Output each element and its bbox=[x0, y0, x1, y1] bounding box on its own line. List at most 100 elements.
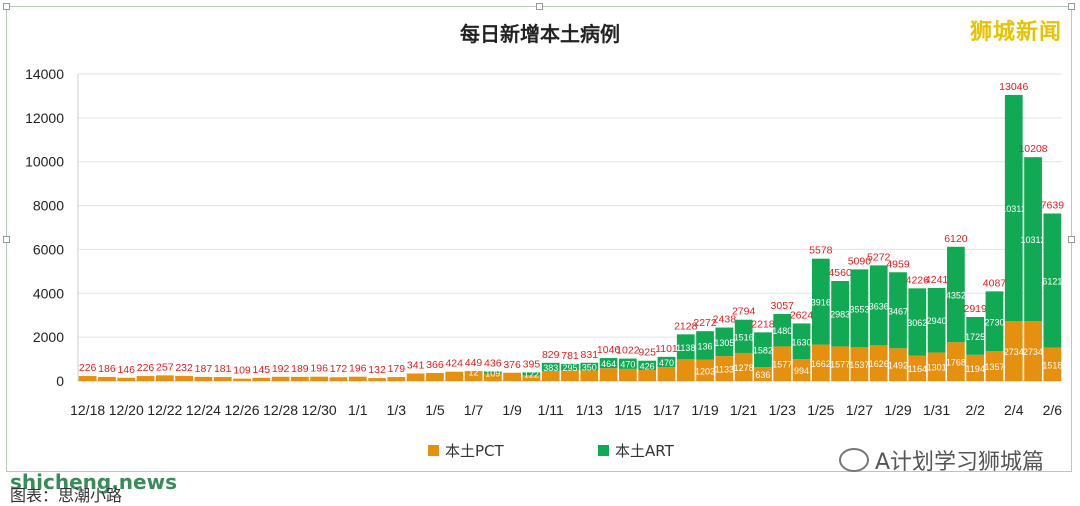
bar-pct bbox=[368, 378, 386, 381]
bar-pct bbox=[137, 376, 155, 381]
bar-pct bbox=[426, 373, 444, 381]
total-label: 376 bbox=[503, 359, 521, 371]
art-segment-label: 2983 bbox=[830, 310, 850, 320]
bar-pct bbox=[175, 376, 193, 381]
total-label: 189 bbox=[291, 363, 309, 375]
bar-pct bbox=[310, 377, 328, 381]
total-label: 146 bbox=[117, 364, 135, 376]
art-segment-label: 10312 bbox=[1001, 204, 1026, 214]
bar-pct bbox=[156, 375, 174, 381]
total-label: 6120 bbox=[944, 233, 968, 245]
bar-pct bbox=[272, 377, 290, 381]
total-label: 925 bbox=[638, 347, 656, 359]
art-segment-label: 1725 bbox=[965, 332, 985, 342]
x-tick-label: 1/17 bbox=[653, 402, 680, 418]
total-label: 257 bbox=[156, 361, 174, 373]
total-label: 4241 bbox=[925, 274, 949, 286]
total-label: 4560 bbox=[828, 267, 852, 279]
x-tick-label: 1/25 bbox=[807, 402, 834, 418]
x-tick-label: 1/5 bbox=[425, 402, 445, 418]
total-label: 2624 bbox=[790, 309, 814, 321]
pct-segment-label: 1278 bbox=[734, 363, 754, 373]
bar-pct bbox=[79, 376, 97, 381]
legend-label-pct: 本土PCT bbox=[445, 440, 504, 461]
art-segment-label: 4352 bbox=[946, 291, 966, 301]
total-label: 829 bbox=[542, 349, 560, 361]
total-label: 196 bbox=[349, 363, 367, 375]
legend-swatch-art bbox=[598, 445, 609, 456]
pct-segment-label: 2734 bbox=[1004, 347, 1024, 357]
x-tick-label: 12/30 bbox=[302, 402, 337, 418]
art-segment-label: 1582 bbox=[753, 346, 773, 356]
total-label: 13046 bbox=[999, 81, 1028, 93]
total-label: 10208 bbox=[1018, 143, 1047, 155]
x-tick-label: 1/11 bbox=[538, 402, 564, 418]
bar-pct bbox=[445, 372, 463, 381]
pct-segment-label: 636 bbox=[755, 370, 770, 380]
art-segment-label: 426 bbox=[640, 361, 655, 371]
x-tick-label: 1/13 bbox=[576, 402, 603, 418]
bar-pct bbox=[252, 378, 270, 381]
total-label: 436 bbox=[484, 357, 502, 369]
art-segment-label: 1480 bbox=[772, 326, 792, 336]
total-label: 226 bbox=[79, 362, 97, 374]
y-tick-label: 2000 bbox=[33, 329, 64, 345]
total-label: 1022 bbox=[616, 345, 640, 357]
bar-pct bbox=[98, 377, 116, 381]
legend-label-art: 本土ART bbox=[615, 440, 674, 461]
total-label: 5578 bbox=[809, 245, 833, 257]
pct-segment-label: 994 bbox=[794, 366, 809, 376]
x-tick-label: 1/27 bbox=[846, 402, 873, 418]
pct-segment-label: 1626 bbox=[869, 359, 889, 369]
x-tick-label: 2/2 bbox=[965, 402, 985, 418]
total-label: 226 bbox=[137, 362, 155, 374]
pct-segment-label: 1662 bbox=[811, 359, 831, 369]
art-segment-label: 3062 bbox=[907, 318, 927, 328]
bar-pct bbox=[349, 377, 367, 381]
total-label: 7639 bbox=[1041, 199, 1065, 211]
art-segment-label: 350 bbox=[582, 363, 597, 373]
art-segment-label: 2730 bbox=[984, 317, 1004, 327]
bar-pct bbox=[658, 367, 676, 381]
total-label: 341 bbox=[407, 360, 425, 372]
total-label: 179 bbox=[388, 363, 406, 375]
art-segment-label: 1305 bbox=[714, 338, 734, 348]
legend-swatch-pct bbox=[428, 445, 439, 456]
art-segment-label: 109 bbox=[485, 369, 500, 379]
total-label: 196 bbox=[310, 363, 328, 375]
art-segment-label: 3916 bbox=[811, 298, 831, 308]
total-label: 4087 bbox=[983, 277, 1007, 289]
x-tick-label: 1/29 bbox=[884, 402, 911, 418]
total-label: 2919 bbox=[963, 303, 987, 315]
bar-pct bbox=[677, 359, 695, 381]
x-tick-label: 1/1 bbox=[348, 402, 368, 418]
total-label: 4959 bbox=[886, 258, 910, 270]
y-tick-label: 6000 bbox=[33, 241, 64, 257]
total-label: 232 bbox=[175, 362, 193, 374]
total-label: 781 bbox=[561, 350, 579, 362]
y-tick-label: 0 bbox=[56, 373, 64, 389]
total-label: 1101 bbox=[655, 343, 678, 355]
pct-segment-label: 1577 bbox=[830, 360, 850, 370]
pct-segment-label: 1357 bbox=[984, 362, 1004, 372]
x-tick-label: 1/9 bbox=[502, 402, 522, 418]
y-tick-label: 12000 bbox=[25, 110, 64, 126]
art-segment-label: 1630 bbox=[792, 337, 812, 347]
bar-pct bbox=[214, 377, 232, 381]
x-tick-label: 12/24 bbox=[186, 402, 221, 418]
total-label: 181 bbox=[214, 363, 232, 375]
bar-pct bbox=[638, 370, 656, 381]
art-segment-label: 6121 bbox=[1042, 277, 1062, 287]
x-tick-label: 12/20 bbox=[109, 402, 144, 418]
total-label: 132 bbox=[368, 364, 386, 376]
bar-pct bbox=[233, 379, 251, 381]
bar-pct bbox=[387, 377, 405, 381]
art-segment-label: 470 bbox=[659, 358, 674, 368]
bar-pct bbox=[195, 377, 213, 381]
total-label: 186 bbox=[98, 363, 116, 375]
pct-segment-label: 1164 bbox=[908, 364, 927, 374]
x-tick-label: 1/31 bbox=[923, 402, 950, 418]
y-tick-label: 8000 bbox=[33, 198, 64, 214]
x-tick-label: 1/15 bbox=[614, 402, 641, 418]
